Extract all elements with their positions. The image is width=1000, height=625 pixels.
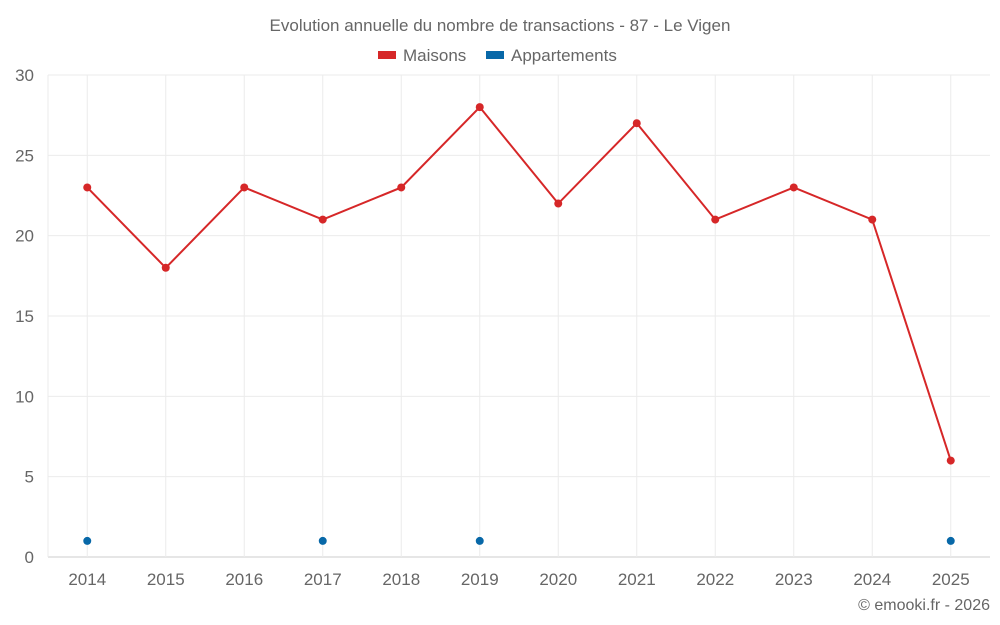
- legend-swatch-maisons: [378, 51, 396, 59]
- data-point-appartements: [475, 536, 484, 545]
- y-tick-label: 15: [15, 307, 34, 326]
- y-tick-label: 0: [25, 548, 34, 567]
- x-tick-label: 2019: [461, 570, 499, 589]
- data-point-maisons: [868, 215, 877, 224]
- legend-swatch-appartements: [486, 51, 504, 59]
- chart-title: Evolution annuelle du nombre de transact…: [270, 16, 731, 35]
- data-point-maisons: [161, 263, 170, 272]
- x-tick-label: 2015: [147, 570, 185, 589]
- y-tick-label: 5: [25, 468, 34, 487]
- y-tick-label: 20: [15, 227, 34, 246]
- legend[interactable]: Maisons Appartements: [378, 46, 617, 65]
- data-point-maisons: [318, 215, 327, 224]
- data-point-maisons: [240, 183, 249, 192]
- x-tick-label: 2020: [539, 570, 577, 589]
- legend-label: Maisons: [403, 46, 466, 65]
- x-tick-label: 2023: [775, 570, 813, 589]
- data-point-maisons: [632, 119, 641, 128]
- x-tick-label: 2017: [304, 570, 342, 589]
- x-tick-label: 2014: [68, 570, 106, 589]
- x-tick-label: 2024: [853, 570, 891, 589]
- data-point-maisons: [475, 103, 484, 112]
- credit: © emooki.fr - 2026: [858, 597, 990, 614]
- data-point-appartements: [83, 536, 92, 545]
- x-tick-label: 2018: [382, 570, 420, 589]
- data-point-maisons: [946, 456, 955, 465]
- data-point-maisons: [554, 199, 563, 208]
- data-point-maisons: [789, 183, 798, 192]
- data-point-maisons: [83, 183, 92, 192]
- y-tick-label: 30: [15, 66, 34, 85]
- data-point-maisons: [711, 215, 720, 224]
- x-tick-label: 2016: [225, 570, 263, 589]
- series-line-maisons: [86, 105, 952, 461]
- x-tick-label: 2025: [932, 570, 970, 589]
- x-tick-label: 2022: [696, 570, 734, 589]
- data-point-maisons: [397, 183, 406, 192]
- legend-label: Appartements: [511, 46, 617, 65]
- plot-area: [83, 103, 955, 545]
- y-tick-label: 10: [15, 387, 34, 406]
- data-point-appartements: [946, 536, 955, 545]
- data-point-appartements: [318, 536, 327, 545]
- x-tick-label: 2021: [618, 570, 656, 589]
- y-tick-label: 25: [15, 146, 34, 165]
